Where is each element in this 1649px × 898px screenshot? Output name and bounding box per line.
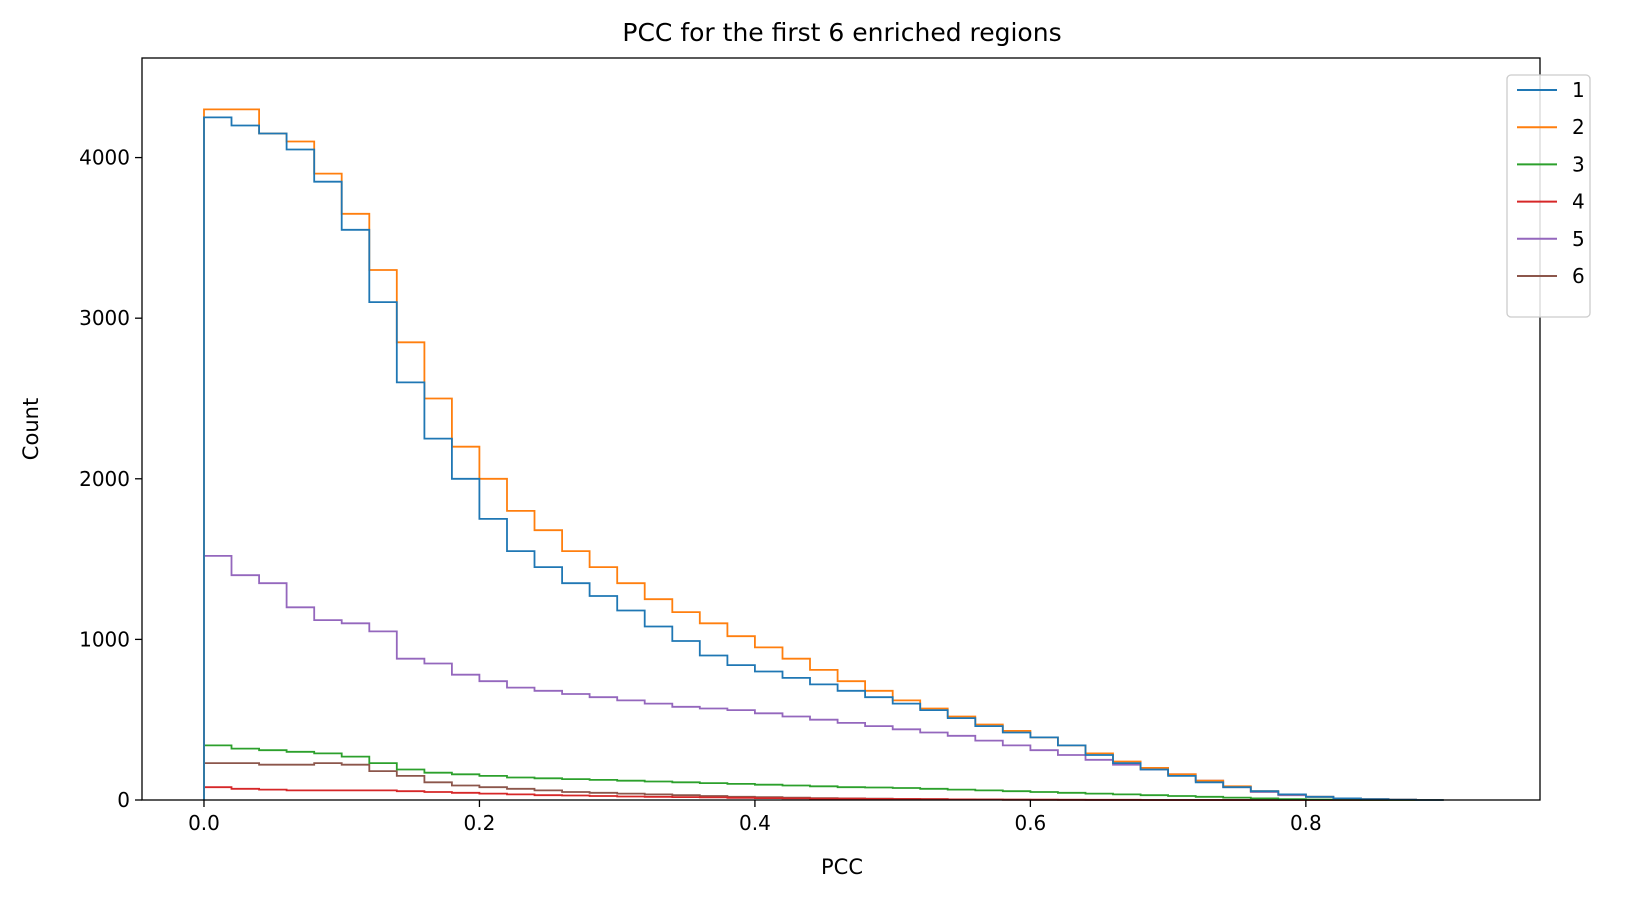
y-axis: 0 1000 2000 3000 4000 [79,146,142,812]
y-tick-label: 2000 [79,467,130,491]
x-axis-label: PCC [821,855,863,879]
plot-frame [141,57,1541,801]
series-6-line [203,762,1444,801]
x-tick-label: 0.2 [464,811,496,835]
legend-label-6: 6 [1572,264,1585,288]
y-tick-label: 0 [117,788,130,812]
y-tick-label: 3000 [79,306,130,330]
x-tick-label: 0.4 [739,811,771,835]
y-tick-label: 4000 [79,146,130,170]
series-layer [203,108,1444,801]
y-axis-label: Count [19,398,43,460]
legend-label-5: 5 [1572,227,1585,251]
legend-label-4: 4 [1572,190,1585,214]
legend-label-1: 1 [1572,78,1585,102]
series-2-line [203,108,1444,801]
x-tick-label: 0.8 [1290,811,1322,835]
legend-label-3: 3 [1572,152,1585,176]
legend-box [1506,74,1591,318]
series-1-line [203,116,1444,801]
x-tick-label: 0.0 [188,811,220,835]
x-tick-label: 0.6 [1014,811,1046,835]
chart-title: PCC for the first 6 enriched regions [622,18,1061,47]
x-axis: 0.0 0.2 0.4 0.6 0.8 [188,800,1322,835]
series-3-line [203,744,1444,801]
legend-label-2: 2 [1572,115,1585,139]
legend: 1 2 3 4 5 6 [1506,74,1591,318]
y-tick-label: 1000 [79,627,130,651]
